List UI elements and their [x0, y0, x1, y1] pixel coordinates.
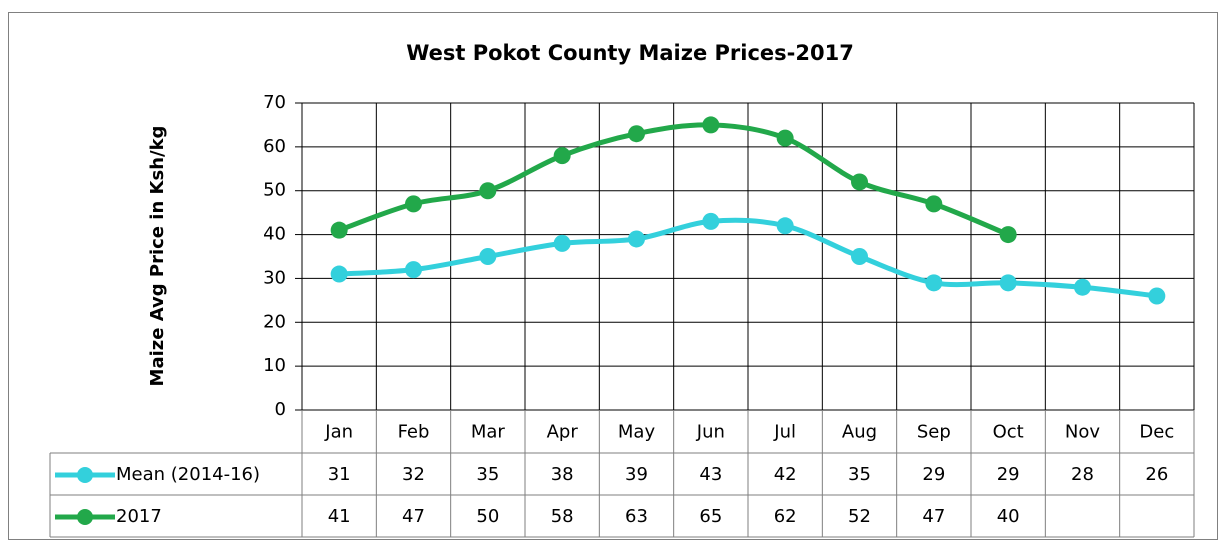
point [776, 217, 794, 235]
legend-label: 2017 [116, 506, 162, 527]
x-tick-label: Apr [547, 422, 579, 443]
point [776, 129, 794, 147]
table-value: 35 [848, 464, 871, 485]
table-value: 26 [1145, 464, 1168, 485]
table-value: 50 [476, 506, 499, 527]
table-value: 63 [625, 506, 648, 527]
table-value: 47 [922, 506, 945, 527]
series-line [338, 122, 1010, 237]
x-tick-label: Jul [773, 422, 796, 443]
table-value: 42 [774, 464, 797, 485]
point [851, 173, 868, 191]
point [479, 182, 497, 200]
point [330, 221, 348, 239]
point [628, 230, 645, 248]
x-tick-label: Jun [696, 422, 725, 443]
table-value: 52 [848, 506, 871, 527]
point [628, 125, 645, 143]
chart-frame [8, 12, 1218, 540]
point [330, 265, 348, 283]
point [999, 226, 1017, 244]
table-value: 58 [551, 506, 574, 527]
table-value: 39 [625, 464, 648, 485]
table-value: 47 [402, 506, 425, 527]
point [925, 274, 943, 292]
y-tick-label: 50 [263, 180, 286, 201]
y-axis-label: Maize Avg Price in Ksh/kg [147, 126, 168, 387]
point [405, 195, 422, 213]
y-tick-label: 10 [263, 355, 286, 376]
table-value: 28 [1071, 464, 1094, 485]
point [1148, 287, 1166, 305]
y-tick-label: 40 [263, 224, 286, 245]
point [702, 212, 720, 230]
table-value: 29 [922, 464, 945, 485]
table-value: 65 [699, 506, 722, 527]
table-value: 38 [551, 464, 574, 485]
table-value: 35 [476, 464, 499, 485]
point [1074, 278, 1091, 296]
chart-title: West Pokot County Maize Prices-2017 [406, 41, 854, 65]
table-value: 40 [997, 506, 1020, 527]
x-tick-label: May [618, 422, 656, 443]
y-tick-label: 0 [275, 399, 286, 420]
y-tick-label: 20 [263, 311, 286, 332]
legend-marker [77, 509, 93, 525]
point [405, 261, 422, 279]
point [999, 274, 1017, 292]
y-tick-label: 60 [263, 136, 286, 157]
point [925, 195, 943, 213]
legend-marker [77, 467, 93, 483]
table-value: 31 [328, 464, 351, 485]
y-tick-label: 30 [263, 267, 286, 288]
y-tick-label: 70 [263, 92, 286, 113]
x-tick-label: Jan [324, 422, 353, 443]
point [553, 234, 571, 252]
point [553, 147, 571, 165]
x-tick-label: Mar [471, 422, 506, 443]
table-value: 62 [774, 506, 797, 527]
point [479, 248, 497, 265]
point [851, 248, 868, 265]
x-tick-label: Dec [1139, 422, 1174, 443]
table-value: 32 [402, 464, 425, 485]
legend-label: Mean (2014-16) [116, 464, 260, 485]
x-tick-label: Oct [993, 422, 1024, 443]
x-tick-label: Nov [1065, 422, 1100, 443]
table-value: 29 [997, 464, 1020, 485]
table-value: 43 [699, 464, 722, 485]
point [702, 116, 720, 134]
x-tick-label: Feb [398, 422, 430, 443]
x-tick-label: Sep [917, 422, 951, 443]
x-tick-label: Aug [842, 422, 877, 443]
table-value: 41 [328, 506, 351, 527]
